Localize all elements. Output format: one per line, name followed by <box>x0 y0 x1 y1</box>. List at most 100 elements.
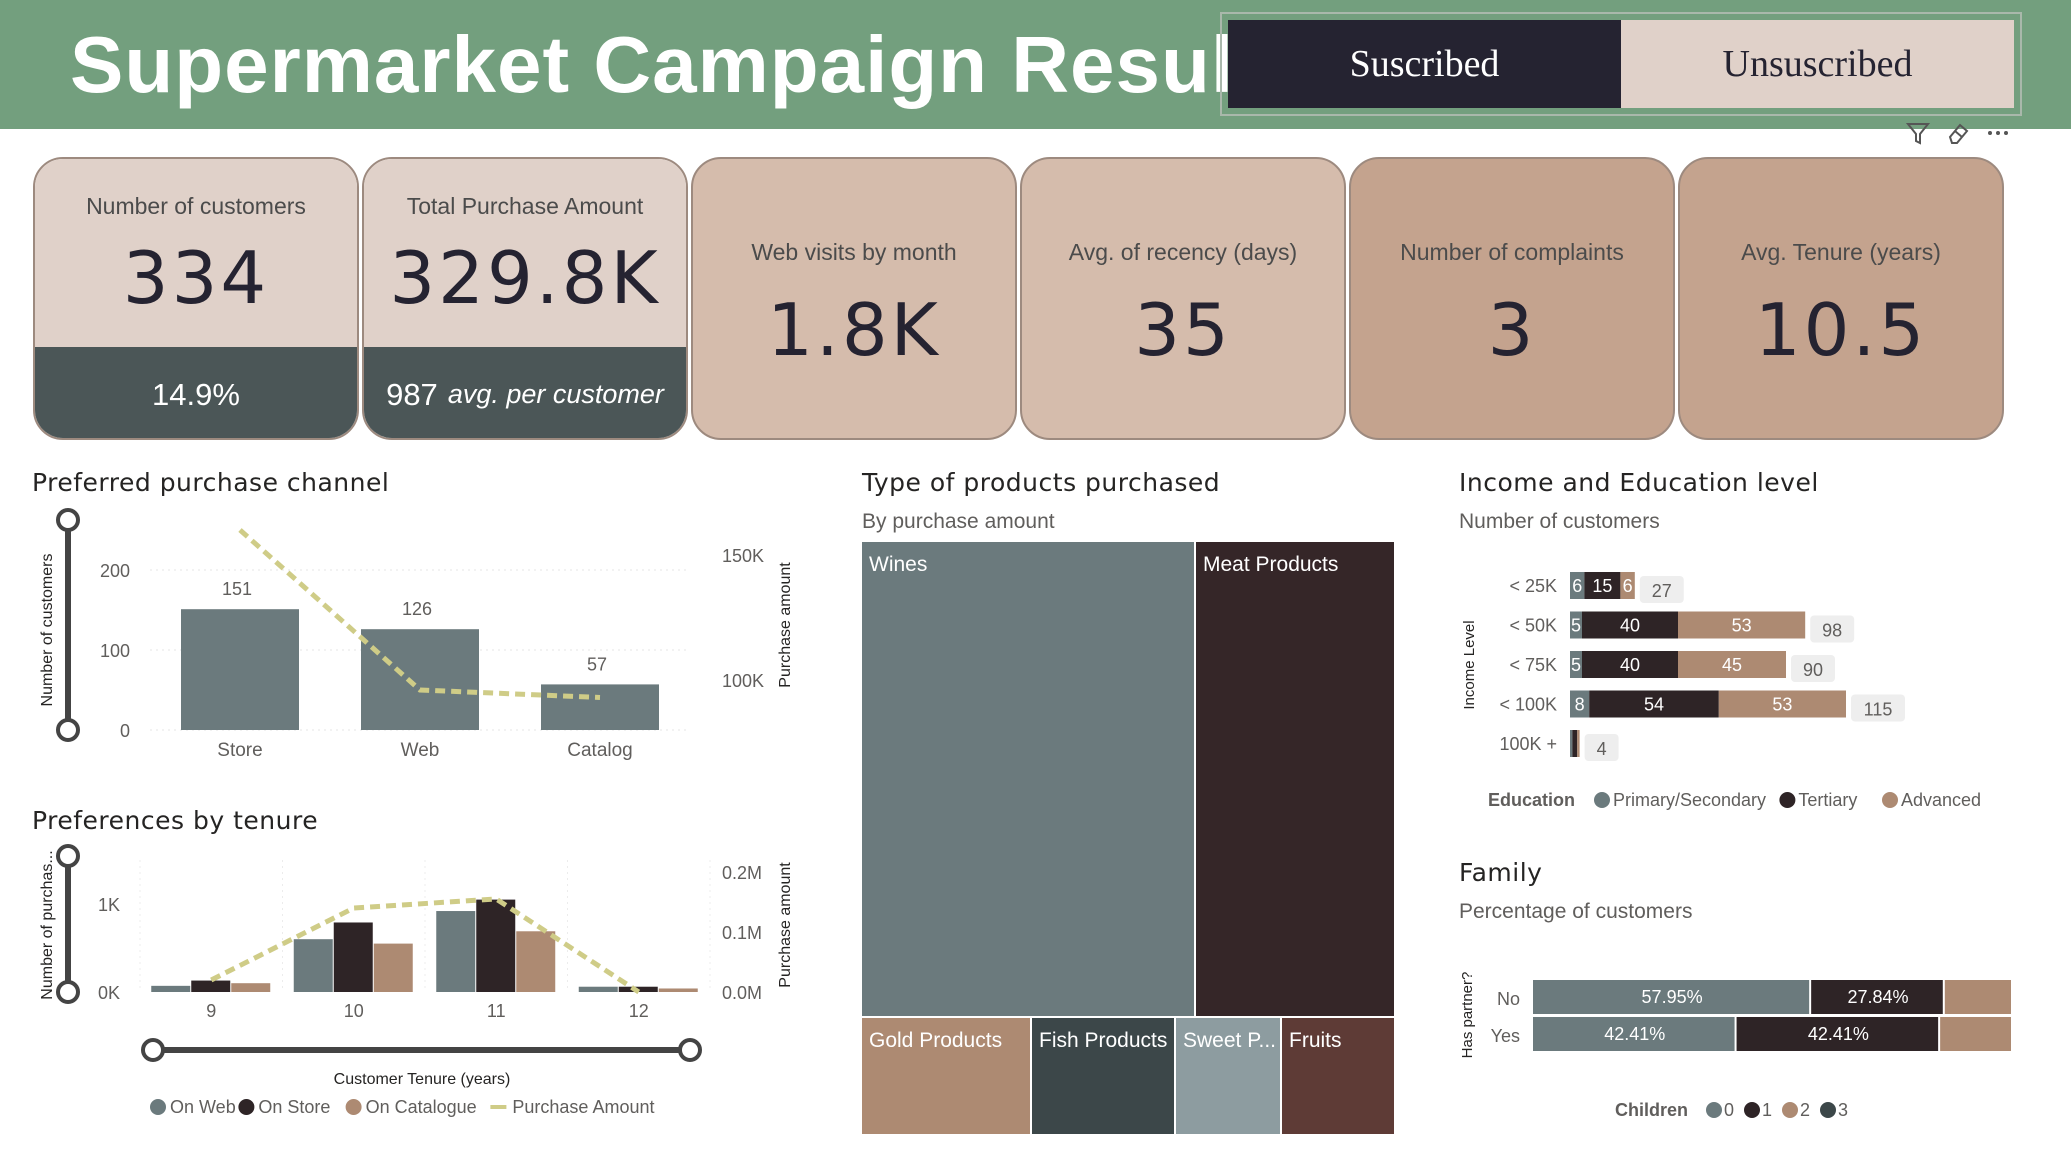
legend-label: 3 <box>1838 1100 1848 1120</box>
bar-on-catalogue <box>231 983 271 992</box>
toggle-suscribed[interactable]: Suscribed <box>1228 20 1621 108</box>
total-badge <box>1639 576 1684 603</box>
bar-data-label: 42.41% <box>1808 1024 1869 1044</box>
treemap-label: Wines <box>869 553 927 576</box>
filter-icon[interactable] <box>1904 119 1932 147</box>
legend-marker <box>1594 792 1610 808</box>
bar-on-web <box>151 985 191 992</box>
bar-tertiary <box>1582 651 1678 678</box>
bar-data-label: 5 <box>1571 616 1581 636</box>
y-tick-label: 100K + <box>1499 734 1557 754</box>
bar-primary-secondary <box>1570 651 1582 678</box>
kpi-complaints-label: Number of complaints <box>1400 239 1624 265</box>
zoom-slider-handle-bottom[interactable] <box>56 718 80 742</box>
treemap-tile-fruits[interactable] <box>1282 1018 1394 1134</box>
x-tick-label: 9 <box>206 1001 216 1021</box>
y2-axis-label: Purchase amount <box>777 562 794 688</box>
bar-data-label: 42.41% <box>1604 1024 1665 1044</box>
bar-data-label: 54 <box>1644 695 1664 715</box>
total-badge <box>1851 694 1905 722</box>
legend-marker <box>238 1099 255 1115</box>
kpi-purchase-card: Total Purchase Amount 329.8K 987 avg. pe… <box>362 157 688 440</box>
treemap-label: Fish Products <box>1039 1029 1167 1052</box>
bar-data-label: 8 <box>1575 695 1585 715</box>
kpi-complaints-value: 3 <box>1487 288 1537 372</box>
y-tick-label: < 25K <box>1509 576 1557 596</box>
kpi-tenure-card: Avg. Tenure (years) 10.5 <box>1678 157 2004 440</box>
x-tick-label: 11 <box>487 1001 506 1021</box>
bar-data-label: 40 <box>1620 616 1640 636</box>
legend-label: 0 <box>1724 1100 1734 1120</box>
channel-chart-title: Preferred purchase channel <box>32 468 390 497</box>
eraser-icon[interactable] <box>1944 119 1972 147</box>
zoom-slider-handle-bottom[interactable] <box>56 980 80 1004</box>
y-tick-label: < 50K <box>1509 616 1557 636</box>
toggle-unsuscribed[interactable]: Unsuscribed <box>1621 20 2014 108</box>
total-badge <box>1791 655 1835 682</box>
bar-on-web <box>436 911 476 992</box>
bar-advanced <box>1718 690 1846 718</box>
bar-children-1 <box>1811 980 1943 1014</box>
bar-primary-secondary <box>1570 690 1590 718</box>
zoom-slider-handle-top[interactable] <box>56 844 80 868</box>
range-slider-handle-right[interactable] <box>678 1038 702 1062</box>
bar-advanced <box>1678 611 1806 639</box>
subscription-toggle[interactable]: Suscribed Unsuscribed <box>1220 12 2022 116</box>
total-label: 115 <box>1864 700 1893 720</box>
y2-tick-label: 0.2M <box>722 863 762 883</box>
bar-tertiary <box>1572 730 1578 757</box>
treemap-tile-meat-products[interactable] <box>1196 542 1394 1016</box>
bar-data-label: 6 <box>1623 576 1633 596</box>
bar-web <box>361 629 479 730</box>
treemap-tile-gold-products[interactable] <box>862 1018 1030 1134</box>
treemap-label: Meat Products <box>1203 553 1338 576</box>
legend-marker <box>1782 1102 1798 1118</box>
bar-store <box>181 609 299 730</box>
kpi-purchase-top: Total Purchase Amount 329.8K <box>364 159 686 347</box>
legend-marker <box>1779 792 1796 808</box>
more-options-icon[interactable] <box>1984 119 2012 147</box>
bar-on-web <box>293 939 333 992</box>
bar-advanced <box>1620 572 1635 599</box>
bar-tertiary <box>1584 572 1621 599</box>
tenure-chart-title: Preferences by tenure <box>32 806 319 835</box>
bar-data-label: 151 <box>222 579 252 599</box>
bar-data-label: 15 <box>1592 576 1612 596</box>
treemap-label: Gold Products <box>869 1029 1002 1052</box>
treemap-label: Sweet P... <box>1183 1029 1276 1052</box>
family-chart: Has partner? No 57.95% 27.84% Yes 42.41% 42.41… <box>1459 972 2011 1120</box>
bar-primary-secondary <box>1570 730 1573 757</box>
bar-on-store <box>333 922 373 992</box>
legend-label: On Catalogue <box>366 1097 477 1117</box>
bar-children-0 <box>1533 980 1810 1014</box>
x-tick-label: 10 <box>344 1001 364 1021</box>
income-chart-title: Income and Education level <box>1459 468 1819 497</box>
treemap-tile-sweet-p-[interactable] <box>1176 1018 1280 1134</box>
family-chart-title: Family <box>1459 858 1543 887</box>
bar-data-label: 45 <box>1722 655 1742 675</box>
bar-tertiary <box>1582 611 1678 639</box>
page-title: Supermarket Campaign Results <box>70 20 1308 109</box>
y2-tick-label: 100K <box>722 671 764 691</box>
zoom-slider-handle-top[interactable] <box>56 508 80 532</box>
legend-marker <box>1706 1102 1722 1118</box>
total-label: 98 <box>1822 621 1842 641</box>
x-tick-label: Web <box>401 740 440 761</box>
kpi-customers-value: 334 <box>122 236 270 320</box>
tenure-chart: 1K 0K 0.2M 0.1M 0.0M Number of purchas... Purc… <box>39 844 794 1117</box>
bar-children-2 <box>1944 980 2011 1014</box>
treemap-tile-fish-products[interactable] <box>1032 1018 1174 1134</box>
range-slider-handle-left[interactable] <box>141 1038 165 1062</box>
treemap-tile-wines[interactable] <box>862 542 1194 1016</box>
bar-primary-secondary <box>1570 572 1585 599</box>
bar-data-label: 40 <box>1620 655 1640 675</box>
legend-label: On Store <box>258 1097 330 1117</box>
kpi-recency-card: Avg. of recency (days) 35 <box>1020 157 1346 440</box>
legend-marker <box>1820 1102 1836 1118</box>
y-tick-label: 0 <box>120 721 130 741</box>
y-tick-label: 1K <box>98 895 120 915</box>
y2-tick-label: 0.1M <box>722 923 762 943</box>
y2-tick-label: 150K <box>722 546 764 566</box>
kpi-purchase-label: Total Purchase Amount <box>406 193 644 219</box>
purchase-amount-line <box>210 896 641 995</box>
